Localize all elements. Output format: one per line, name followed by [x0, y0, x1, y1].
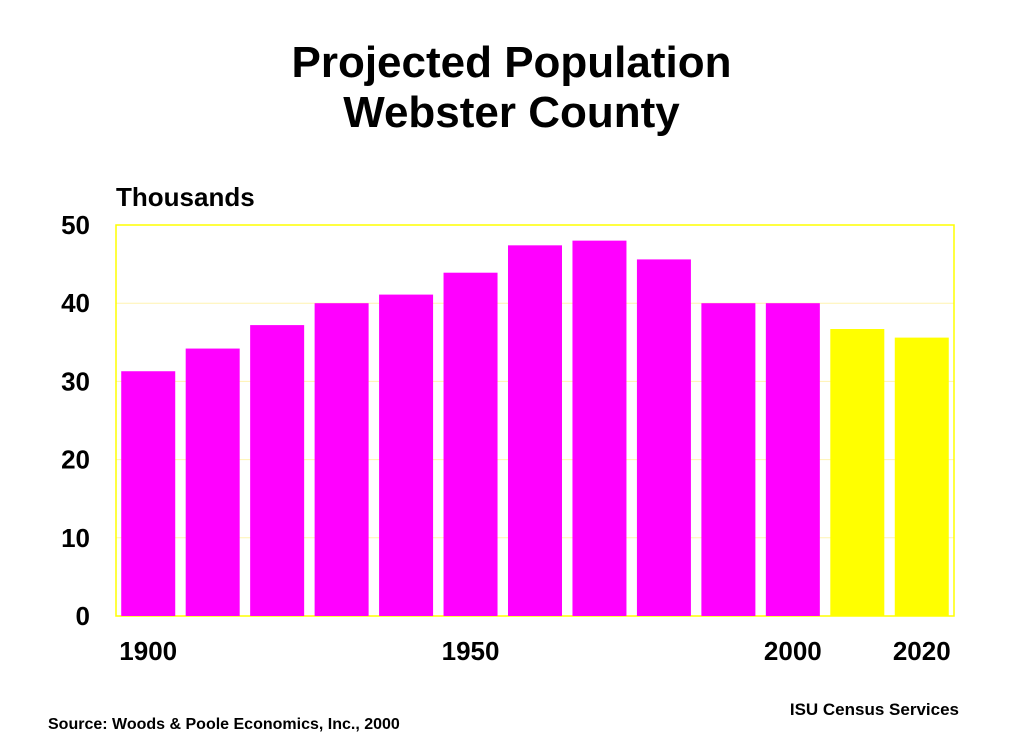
y-tick-label-20: 20: [61, 445, 90, 475]
x-tick-label-1900: 1900: [119, 636, 177, 666]
source-text: Source: Woods & Poole Economics, Inc., 2…: [48, 716, 400, 733]
bar-1990: [701, 303, 756, 616]
x-tick-label-2000: 2000: [764, 636, 822, 666]
bar-2020: [894, 337, 949, 616]
bar-1920: [250, 325, 305, 616]
bar-1980: [636, 259, 691, 616]
y-tick-label-0: 0: [76, 601, 90, 631]
bar-1950: [443, 272, 498, 616]
title-line-1: Projected Population: [291, 38, 732, 87]
y-tick-label-50: 50: [61, 210, 90, 240]
y-tick-label-30: 30: [61, 366, 90, 396]
chart-title: Projected Population Webster County: [0, 38, 1023, 138]
bar-2000: [765, 303, 820, 616]
bar-2010: [830, 329, 885, 616]
bar-1910: [185, 348, 240, 616]
x-tick-label-1950: 1950: [442, 636, 500, 666]
x-tick-label-2020: 2020: [893, 636, 951, 666]
y-axis-label: Thousands: [116, 182, 255, 212]
title-line-2: Webster County: [343, 88, 680, 137]
bar-1970: [572, 240, 627, 616]
bar-1960: [508, 245, 562, 616]
credit-text: ISU Census Services: [789, 700, 959, 719]
y-tick-label-10: 10: [61, 523, 90, 553]
y-tick-label-40: 40: [61, 288, 90, 318]
bar-1900: [121, 371, 176, 616]
bar-1940: [379, 294, 434, 616]
bar-1930: [314, 303, 369, 616]
